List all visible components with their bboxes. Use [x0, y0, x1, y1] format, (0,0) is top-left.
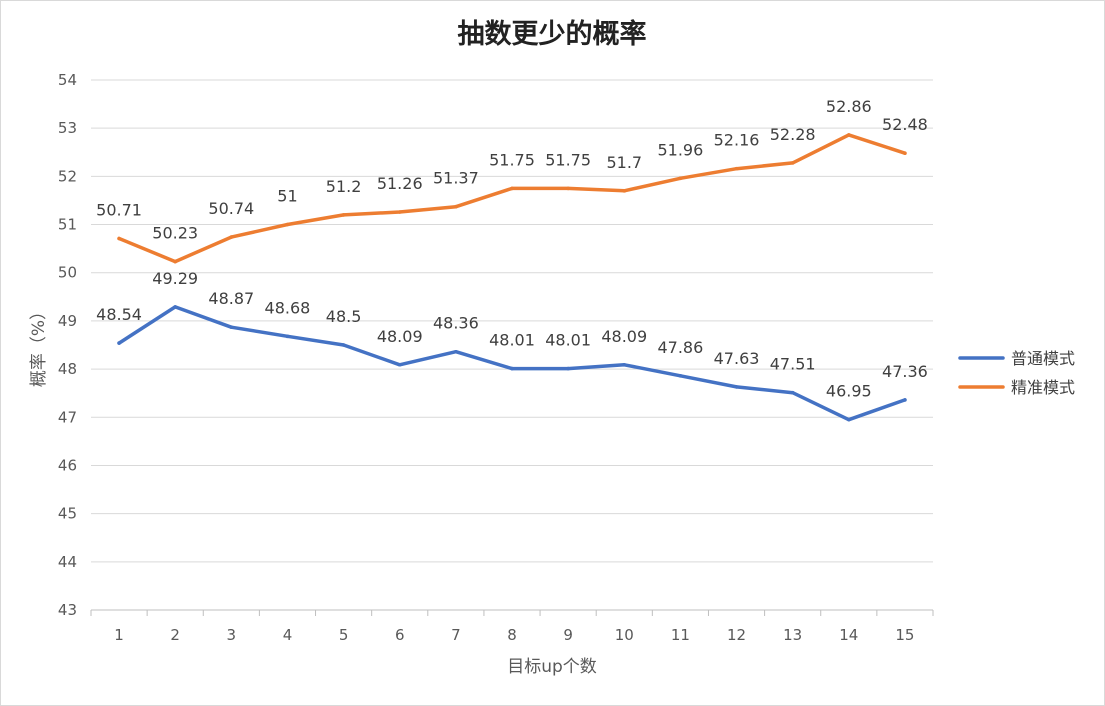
data-label: 48.5: [326, 307, 362, 326]
data-label: 49.29: [152, 269, 198, 288]
data-point: [117, 341, 121, 345]
data-point: [622, 189, 627, 193]
x-tick-label: 1: [114, 626, 124, 644]
data-label: 52.86: [826, 97, 872, 116]
y-tick-label: 47: [58, 408, 77, 426]
x-tick-label: 3: [227, 626, 237, 644]
legend-label: 精准模式: [1011, 378, 1075, 397]
x-tick-label: 15: [895, 626, 914, 644]
x-tick-label: 4: [283, 626, 293, 644]
data-point: [903, 151, 907, 156]
data-point: [510, 366, 514, 371]
x-axis-title: 目标up个数: [507, 657, 597, 677]
data-label: 47.63: [714, 349, 760, 368]
y-tick-label: 48: [58, 360, 77, 378]
data-point: [847, 133, 851, 137]
data-label: 48.01: [545, 331, 591, 350]
data-point: [790, 390, 795, 395]
x-tick-label: 7: [451, 626, 461, 644]
data-point: [566, 186, 570, 191]
y-tick-label: 52: [58, 167, 77, 185]
y-tick-label: 44: [58, 553, 77, 571]
series-group: [117, 133, 907, 422]
data-label: 52.48: [882, 115, 928, 134]
y-tick-label: 51: [58, 216, 77, 234]
data-point: [566, 366, 570, 371]
data-point: [173, 305, 177, 309]
x-tick-label: 8: [507, 626, 517, 644]
data-label: 51.2: [326, 177, 362, 196]
data-label: 52.16: [714, 131, 760, 150]
data-label: 51.37: [433, 169, 479, 188]
data-point: [454, 204, 458, 209]
y-tick-label: 46: [58, 456, 77, 474]
data-point: [678, 176, 683, 181]
data-label: 51.7: [606, 153, 642, 172]
y-axis-ticks: 43 44 45 46 47 48 49 50 51 52 53 54: [58, 71, 77, 619]
data-point: [678, 374, 683, 378]
data-point: [285, 222, 290, 227]
data-point: [454, 349, 458, 354]
y-tick-label: 43: [58, 601, 77, 619]
y-tick-label: 53: [58, 119, 77, 137]
data-point: [397, 210, 402, 214]
data-point: [229, 325, 234, 329]
data-label: 46.95: [826, 382, 872, 401]
data-point: [734, 166, 739, 171]
data-point: [790, 161, 795, 165]
data-label: 51.75: [545, 150, 591, 169]
data-point: [341, 343, 346, 347]
data-label: 48.54: [96, 305, 142, 324]
x-tick-label: 14: [839, 626, 858, 644]
y-tick-label: 45: [58, 505, 77, 523]
x-tick-label: 6: [395, 626, 405, 644]
y-tick-label: 50: [58, 264, 77, 282]
data-label: 50.74: [208, 199, 254, 218]
x-tick-label: 5: [339, 626, 349, 644]
data-point: [229, 235, 234, 239]
data-point: [734, 385, 739, 389]
y-axis-title: 概率（%）: [29, 303, 49, 387]
data-point: [622, 362, 627, 367]
data-label: 51.26: [377, 174, 423, 193]
x-tick-label: 12: [727, 626, 746, 644]
data-label: 48.36: [433, 314, 479, 333]
data-point: [510, 186, 514, 191]
data-point: [117, 236, 121, 241]
x-tick-label: 9: [563, 626, 573, 644]
data-label: 48.09: [601, 327, 647, 346]
data-point: [173, 259, 177, 264]
y-tick-label: 54: [58, 71, 77, 89]
data-label: 47.86: [657, 338, 703, 357]
data-label: 52.28: [770, 125, 816, 144]
data-label: 51: [277, 187, 297, 206]
y-tick-label: 49: [58, 312, 77, 330]
data-point: [397, 362, 402, 367]
x-tick-label: 2: [170, 626, 180, 644]
data-label: 48.09: [377, 327, 423, 346]
data-label: 51.96: [657, 140, 703, 159]
x-tick-label: 10: [615, 626, 634, 644]
data-point: [847, 417, 851, 422]
data-labels: 48.54 49.29 48.87 48.68 48.5 48.09 48.36 48.01 4…: [96, 97, 928, 401]
data-label: 51.75: [489, 150, 535, 169]
data-label: 47.36: [882, 362, 928, 381]
data-point: [341, 213, 346, 217]
x-tick-label: 11: [671, 626, 690, 644]
chart-title: 抽数更少的概率: [458, 18, 647, 50]
data-label: 50.23: [152, 224, 198, 243]
data-point: [285, 334, 290, 339]
x-axis: 1 2 3 4 5 6 7 8 9 10 11 12 13 14 15: [90, 609, 934, 644]
data-point: [903, 398, 907, 402]
legend-label: 普通模式: [1011, 349, 1075, 368]
data-label: 47.51: [770, 355, 816, 374]
data-label: 48.68: [265, 298, 311, 317]
data-label: 48.01: [489, 331, 535, 350]
x-tick-label: 13: [783, 626, 802, 644]
data-label: 50.71: [96, 201, 142, 220]
data-label: 48.87: [208, 289, 254, 308]
